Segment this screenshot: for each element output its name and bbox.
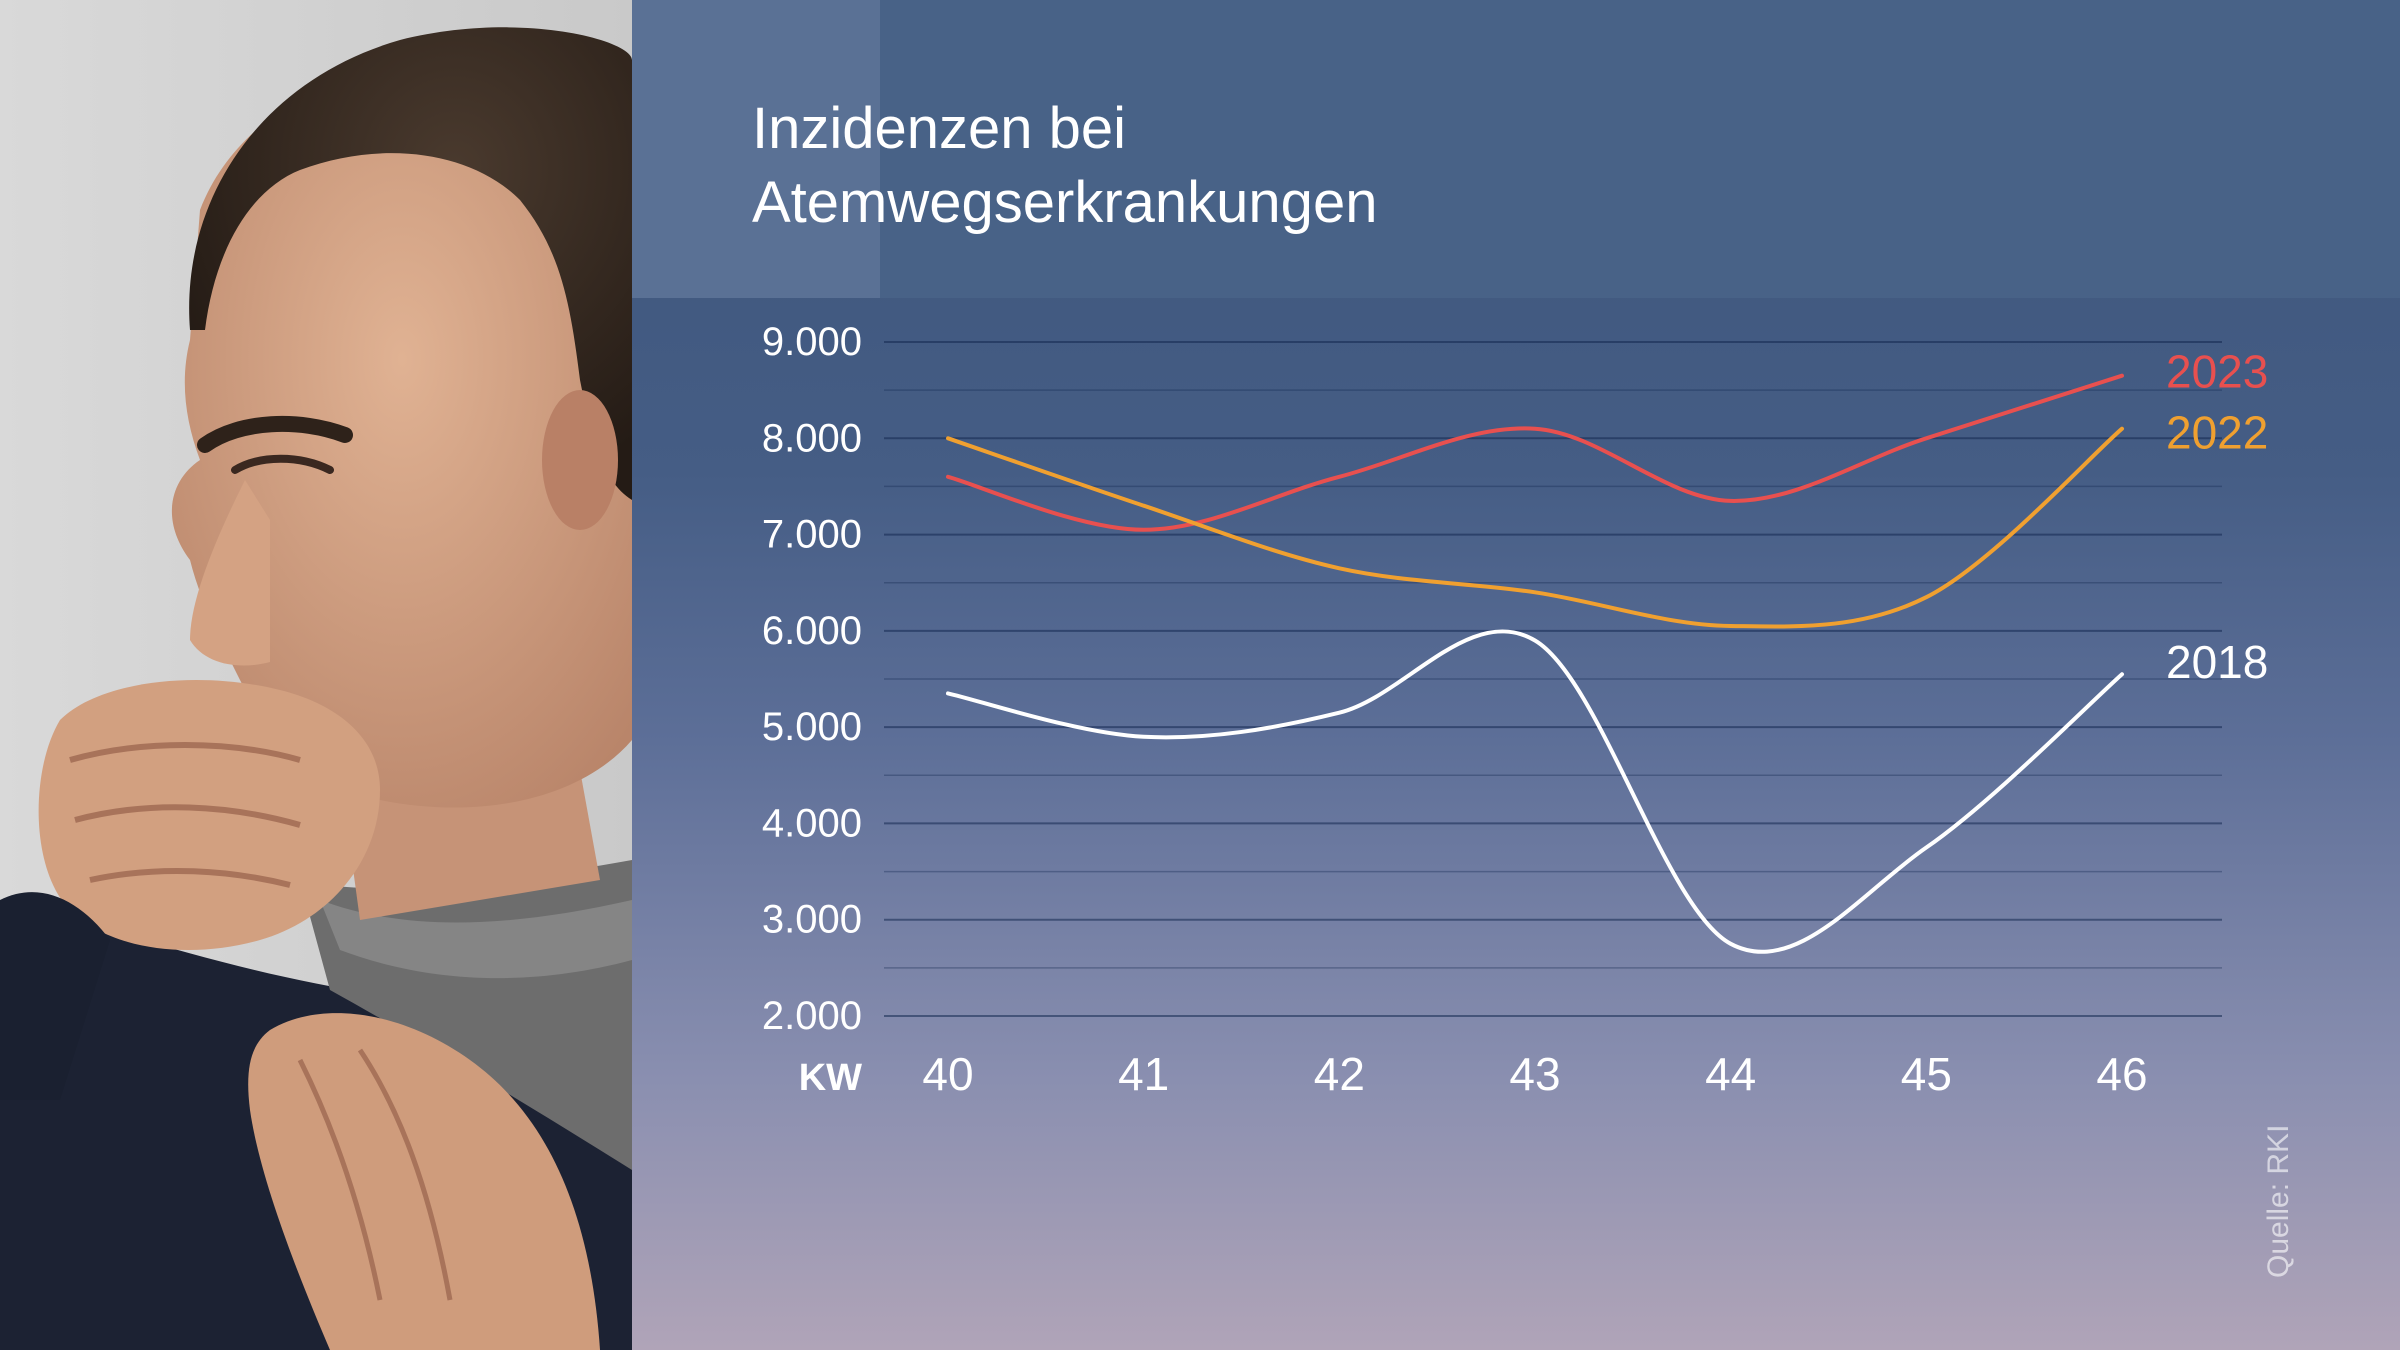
series-line-2018: [946, 629, 2124, 954]
y-tick-label: 6.000: [762, 609, 862, 653]
x-tick-label: 41: [1118, 1048, 1169, 1100]
y-tick-label: 5.000: [762, 705, 862, 749]
title-banner-accent: [632, 0, 880, 298]
x-tick-label: 46: [2096, 1048, 2147, 1100]
gridlines: [884, 341, 2222, 1017]
y-tick-label: 3.000: [762, 898, 862, 942]
series-line-2022: [946, 426, 2124, 629]
series-line-2023: [946, 373, 2124, 532]
x-tick-label: 44: [1705, 1048, 1756, 1100]
y-tick-label: 7.000: [762, 513, 862, 557]
source-note: Quelle: RKI: [2262, 1124, 2295, 1278]
chart-title-line-2: Atemwegserkrankungen: [752, 170, 1378, 235]
y-tick-label: 4.000: [762, 801, 862, 845]
x-tick-label: 40: [922, 1048, 973, 1100]
y-tick-label: 2.000: [762, 994, 862, 1038]
chart-title: Inzidenzen bei Atemwegserkrankungen: [752, 92, 1752, 240]
series-label-2018: 2018: [2166, 636, 2268, 688]
y-tick-label: 9.000: [762, 320, 862, 364]
y-tick-label: 8.000: [762, 416, 862, 460]
series-lines: [946, 373, 2124, 954]
chart-title-line-1: Inzidenzen bei: [752, 96, 1127, 161]
x-tick-label: 45: [1901, 1048, 1952, 1100]
y-axis-tick-labels: 2.000 3.000 4.000 5.000 6.000 7.000 8.000 9.000: [762, 320, 862, 1038]
x-tick-label: 43: [1509, 1048, 1560, 1100]
title-banner: [632, 0, 2400, 298]
series-label-2022: 2022: [2166, 407, 2268, 459]
series-labels: 2023 2022 2018: [2166, 346, 2268, 688]
line-chart: 2.000 3.000 4.000 5.000 6.000 7.000 8.000 9.000…: [762, 320, 2268, 1100]
coughing-man-photo: [0, 0, 632, 1350]
x-axis-tick-labels: KW 40 41 42 43 44 45 46: [799, 1048, 2148, 1100]
series-label-2023: 2023: [2166, 346, 2268, 398]
x-axis-label: KW: [799, 1057, 862, 1099]
x-tick-label: 42: [1314, 1048, 1365, 1100]
